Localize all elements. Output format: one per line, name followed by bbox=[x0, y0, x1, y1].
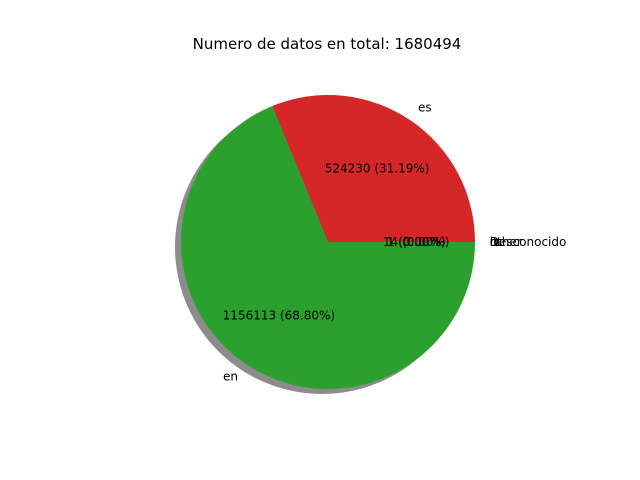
pie-label-it: it bbox=[490, 235, 498, 249]
pie-pct-label-ru: 1 (0.00%) bbox=[387, 235, 446, 249]
pie-label-es: es bbox=[418, 101, 432, 115]
pie-label-ru: ru bbox=[490, 235, 503, 249]
pie-labels: es 524230 (31.19%) en 1156113 (68.80%) Desco… bbox=[223, 101, 567, 384]
chart-title: Numero de datos en total: 1680494 bbox=[193, 35, 462, 53]
pie-pct-label-desconocido: 14 (0.00%) bbox=[383, 235, 450, 249]
pie-pct-label-en: 1156113 (68.80%) bbox=[223, 308, 335, 322]
pie-slice-en bbox=[181, 106, 475, 389]
pie-pct-label-es: 524230 (31.19%) bbox=[325, 162, 430, 176]
pie-slice-es bbox=[272, 94, 475, 242]
pie-slices bbox=[181, 94, 475, 389]
pie-label-other: other bbox=[490, 235, 522, 249]
pie-pct-label-it: 1 (0.00%) bbox=[387, 235, 446, 249]
pie-label-desconocido: Desconocido bbox=[490, 235, 567, 249]
pie-label-en: en bbox=[223, 369, 238, 383]
pie-pct-label-other: 1 (0.00%) bbox=[387, 235, 446, 249]
